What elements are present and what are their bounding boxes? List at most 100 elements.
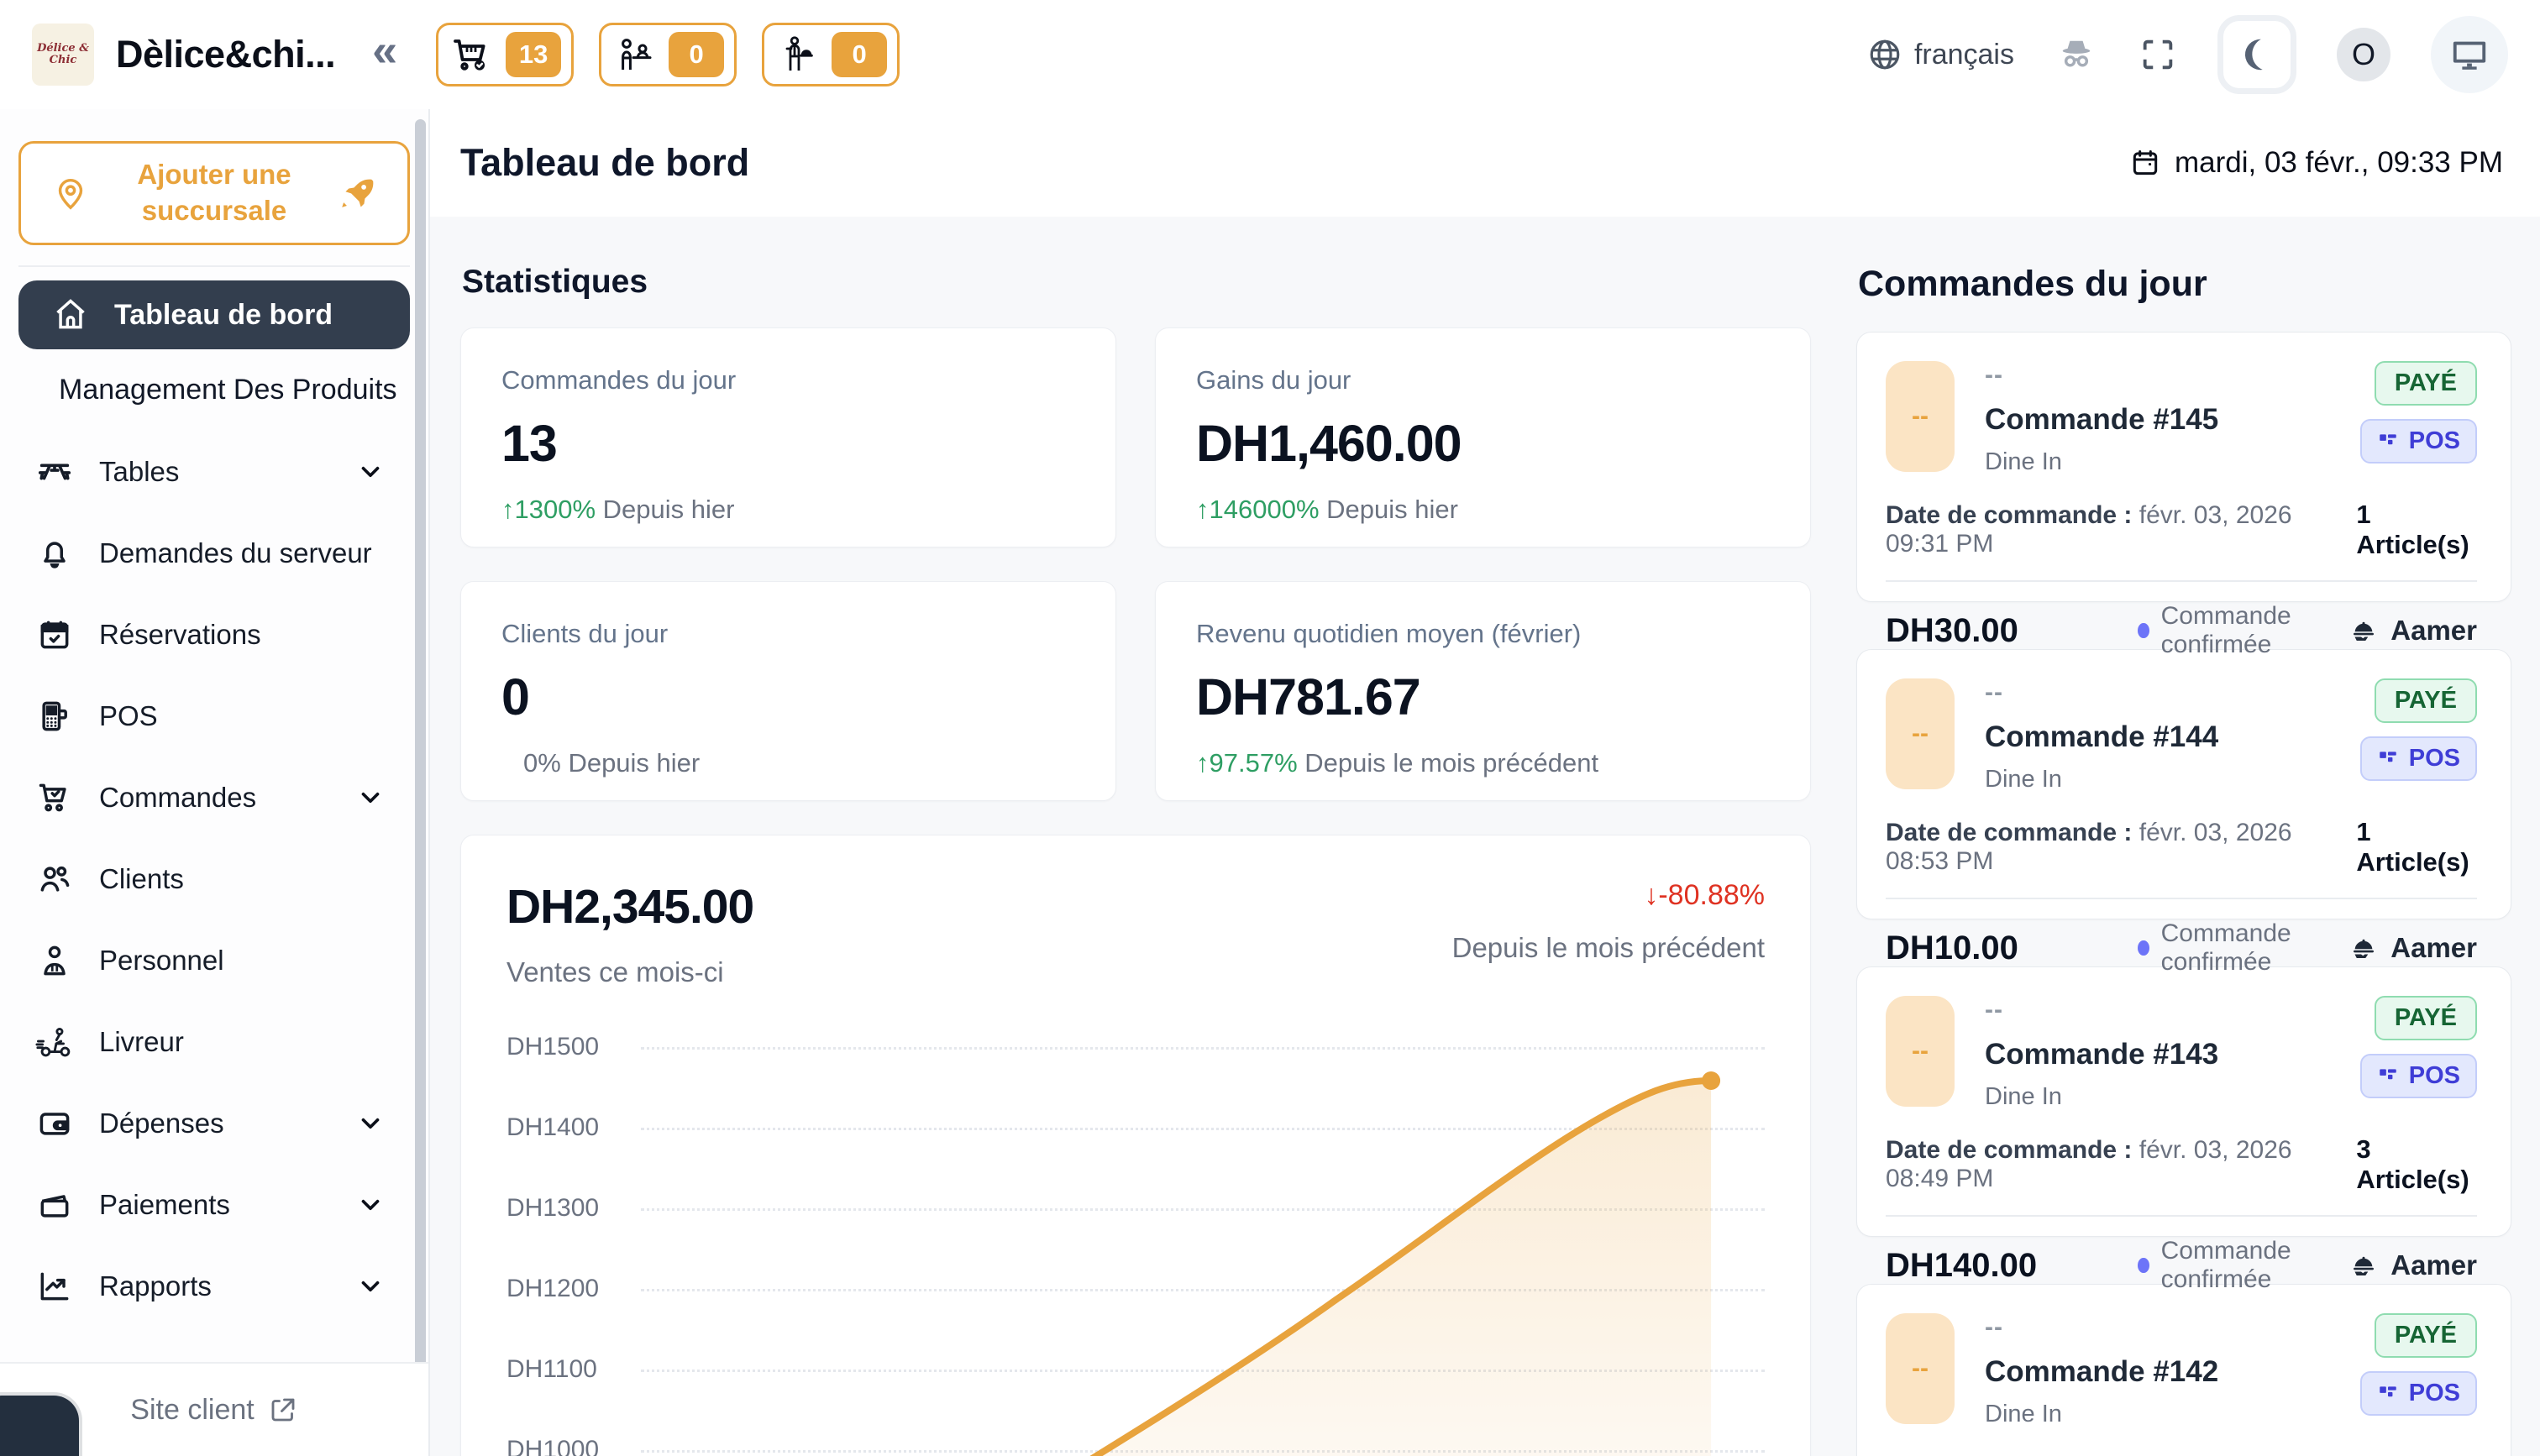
order-amount: DH30.00 xyxy=(1886,611,2018,649)
rocket-icon xyxy=(338,174,377,212)
stat-value: 13 xyxy=(501,415,558,472)
cart-counter[interactable]: 13 xyxy=(436,23,575,86)
sidebar-item-expenses[interactable]: Dépenses xyxy=(18,1082,410,1164)
sidebar-scrollbar[interactable] xyxy=(415,119,426,1450)
scooter-icon xyxy=(34,1023,76,1061)
language-selector[interactable]: français xyxy=(1867,37,2014,72)
stat-label: Gains du jour xyxy=(1196,365,1351,395)
fullscreen-icon[interactable] xyxy=(2139,35,2177,74)
delta-up: ↑97.57% xyxy=(1196,748,1298,778)
status-dot xyxy=(2138,940,2149,956)
waiter-counter[interactable]: 0 xyxy=(762,23,900,86)
order-number: Commande #143 xyxy=(1985,1038,2219,1071)
sidebar-item-label: Tableau de bord xyxy=(114,298,333,331)
sales-total: DH2,345.00 xyxy=(506,880,754,934)
sidebar-item-reservations[interactable]: Réservations xyxy=(18,594,410,675)
sidebar-item-products[interactable]: Management Des Produits xyxy=(18,349,410,431)
sidebar-item-tables[interactable]: Tables xyxy=(18,431,410,512)
stat-label: Commandes du jour xyxy=(501,365,737,395)
gridline xyxy=(641,1208,1765,1211)
order-status: Commande confirmée xyxy=(2160,602,2291,658)
sidebar-item-pos[interactable]: POS xyxy=(18,675,410,757)
sidebar-item-staff[interactable]: Personnel xyxy=(18,919,410,1001)
sidebar-item-reports[interactable]: Rapports xyxy=(18,1245,410,1327)
add-branch-button[interactable]: Ajouter une succursale xyxy=(18,141,410,245)
chevron-down-icon xyxy=(356,1109,385,1138)
incognito-icon[interactable] xyxy=(2055,33,2098,76)
sidebar: Ajouter une succursale Tableau de bord M… xyxy=(0,109,430,1456)
person-icon xyxy=(34,942,76,979)
waiter-icon xyxy=(778,34,818,75)
chevron-down-icon xyxy=(356,1272,385,1301)
gridline xyxy=(641,1128,1765,1130)
waiter-count-badge: 0 xyxy=(832,32,888,77)
guests-icon xyxy=(615,34,655,75)
language-label: français xyxy=(1913,38,2014,71)
sidebar-item-waiter-requests[interactable]: Demandes du serveur xyxy=(18,512,410,594)
brand-title: Dèlice&chi... xyxy=(116,33,336,76)
stat-card-orders: Commandes du jour 13 ↑1300% Depuis hier xyxy=(460,327,1116,547)
delta-suffix: Depuis le mois précédent xyxy=(1304,748,1599,778)
order-thumbnail: -- xyxy=(1886,1313,1955,1424)
order-date-value: févr. 03, 2026 08:25 PM xyxy=(1886,1453,2292,1456)
order-card[interactable]: -- -- Commande #142 Dine In PAYÉ POS Dat… xyxy=(1856,1284,2511,1456)
order-articles: 1 Article(s) xyxy=(2356,817,2469,877)
sidebar-item-label: Clients xyxy=(99,862,184,894)
delta-flat: 0% xyxy=(523,748,561,778)
cloche-icon xyxy=(2354,939,2375,958)
sidebar-item-orders[interactable]: Commandes xyxy=(18,757,410,838)
sales-delta-caption: Depuis le mois précédent xyxy=(1451,932,1765,963)
guests-count-badge: 0 xyxy=(669,32,725,77)
display-mode-button[interactable] xyxy=(2431,16,2508,93)
order-type: Dine In xyxy=(1985,1401,2062,1427)
paid-badge: PAYÉ xyxy=(2374,678,2477,723)
add-branch-label: Ajouter une succursale xyxy=(137,159,291,226)
paid-badge: PAYÉ xyxy=(2374,996,2477,1040)
order-date-label: Date de commande : xyxy=(1886,1453,2132,1456)
guests-counter[interactable]: 0 xyxy=(599,23,737,86)
user-avatar[interactable]: O xyxy=(2337,28,2390,81)
orders-column: Commandes du jour -- -- Commande #145 Di… xyxy=(1856,260,2511,1456)
y-tick: DH1500 xyxy=(506,1033,600,1061)
sidebar-item-label: Personnel xyxy=(99,944,224,976)
sidebar-item-delivery[interactable]: Livreur xyxy=(18,1001,410,1082)
sales-caption: Ventes ce mois-ci xyxy=(506,956,724,987)
sidebar-item-payments[interactable]: Paiements xyxy=(18,1164,410,1245)
stat-value: DH781.67 xyxy=(1196,668,1421,725)
paid-badge: PAYÉ xyxy=(2374,1313,2477,1358)
order-card[interactable]: -- -- Commande #144 Dine In PAYÉ POS Dat… xyxy=(1856,649,2511,976)
external-link-icon xyxy=(268,1395,298,1425)
sidebar-item-label: Réservations xyxy=(99,618,261,650)
order-card[interactable]: -- -- Commande #145 Dine In PAYÉ POS Dat… xyxy=(1856,332,2511,658)
sidebar-nav: Tableau de bord Management Des Produits … xyxy=(18,280,410,1408)
sidebar-collapse-button[interactable]: « xyxy=(372,25,398,76)
header-counters: 13 0 0 xyxy=(436,23,900,86)
sidebar-item-label: Tables xyxy=(99,455,180,487)
cart-count-badge: 13 xyxy=(506,32,562,77)
sidebar-item-clients[interactable]: Clients xyxy=(18,838,410,919)
delta-suffix: Depuis hier xyxy=(1326,495,1458,524)
top-header: Délice & Chic Dèlice&chi... « 13 0 0 xyxy=(0,0,2540,109)
sidebar-item-dashboard[interactable]: Tableau de bord xyxy=(18,280,410,349)
sidebar-divider xyxy=(18,265,410,267)
order-card[interactable]: -- -- Commande #143 Dine In PAYÉ POS Dat… xyxy=(1856,966,2511,1293)
cloche-icon xyxy=(2354,621,2375,641)
cart-icon xyxy=(34,779,76,816)
floating-widget[interactable] xyxy=(0,1396,79,1456)
pos-badge: POS xyxy=(2359,1371,2477,1416)
y-tick: DH1100 xyxy=(506,1355,597,1383)
order-server: Aamer xyxy=(2390,1249,2477,1281)
wallet-icon xyxy=(34,1105,76,1142)
sidebar-item-label: Commandes xyxy=(99,781,257,813)
sales-chart-card: DH2,345.00 Ventes ce mois-ci ↓-80.88% De… xyxy=(460,835,1811,1456)
order-thumbnail: -- xyxy=(1886,361,1955,472)
brand-logo[interactable]: Délice & Chic xyxy=(32,24,94,86)
paid-badge: PAYÉ xyxy=(2374,361,2477,406)
client-site-label: Site client xyxy=(130,1393,255,1426)
pos-badge: POS xyxy=(2359,419,2477,464)
page-header: Tableau de bord mardi, 03 févr., 09:33 P… xyxy=(430,109,2540,217)
dark-mode-toggle[interactable] xyxy=(2217,15,2296,94)
sidebar-item-label: Paiements xyxy=(99,1188,230,1220)
order-articles: 1 Article(s) xyxy=(2356,500,2469,559)
stat-value: DH1,460.00 xyxy=(1196,415,1462,472)
